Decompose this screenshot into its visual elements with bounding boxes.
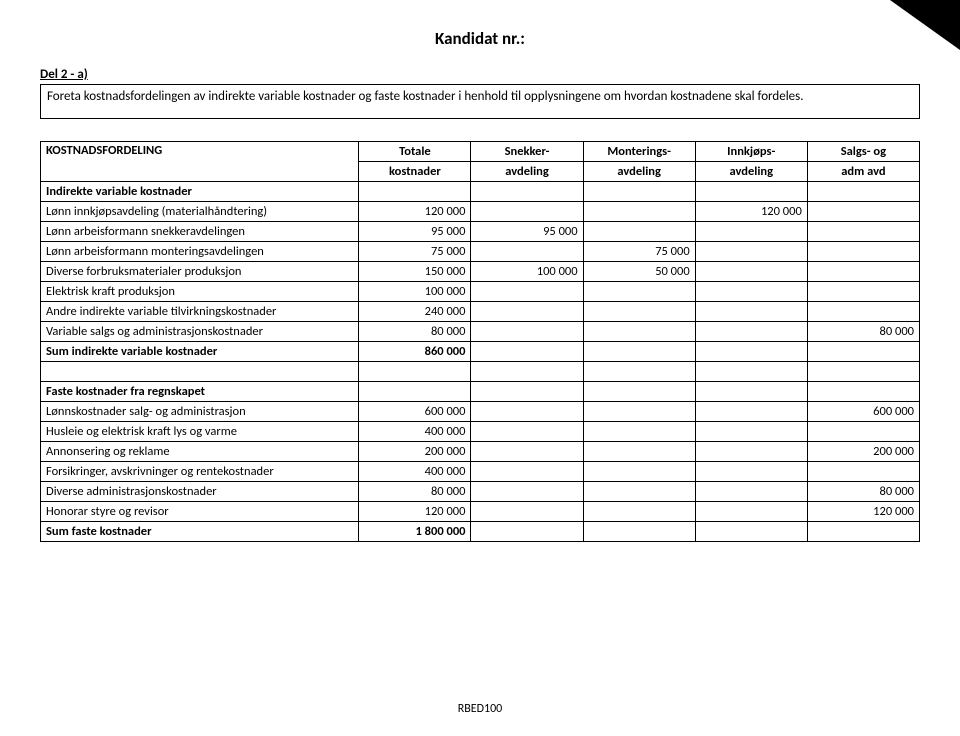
instruction-box: Foreta kostnadsfordelingen av indirekte … (40, 84, 920, 119)
col-header: Salgs- og (807, 142, 919, 162)
table-row: Forsikringer, avskrivninger og rentekost… (41, 462, 920, 482)
section-header-row: Indirekte variable kostnader (41, 182, 920, 202)
footer-code: RBED100 (40, 702, 920, 716)
cost-table: KOSTNADSFORDELING Totale Snekker- Monter… (40, 141, 920, 542)
table-row: Andre indirekte variable tilvirkningskos… (41, 302, 920, 322)
table-row: Elektrisk kraft produksjon100 000 (41, 282, 920, 302)
col-header: adm avd (807, 162, 919, 182)
table-row: Lønn arbeisformann snekkeravdelingen95 0… (41, 222, 920, 242)
table-sum-row: Sum indirekte variable kostnader860 000 (41, 342, 920, 362)
col-header: avdeling (583, 162, 695, 182)
table-row: Annonsering og reklame200 000200 000 (41, 442, 920, 462)
col-header: Snekker- (471, 142, 583, 162)
table-row: Diverse administrasjonskostnader80 00080… (41, 482, 920, 502)
col-header: avdeling (695, 162, 807, 182)
section-label: Del 2 - a) (40, 67, 920, 82)
table-title: KOSTNADSFORDELING (41, 142, 359, 182)
col-header: avdeling (471, 162, 583, 182)
col-header: kostnader (359, 162, 471, 182)
page-title: Kandidat nr.: (40, 28, 920, 49)
table-row: Husleie og elektrisk kraft lys og varme4… (41, 422, 920, 442)
table-row: Lønn innkjøpsavdeling (materialhåndterin… (41, 202, 920, 222)
table-sum-row: Sum faste kostnader1 800 000 (41, 522, 920, 542)
table-row: Honorar styre og revisor120 000120 000 (41, 502, 920, 522)
col-header: Innkjøps- (695, 142, 807, 162)
section-header-row: Faste kostnader fra regnskapet (41, 382, 920, 402)
col-header: Totale (359, 142, 471, 162)
page-corner-fold (890, 0, 960, 50)
table-row: Lønn arbeisformann monteringsavdelingen7… (41, 242, 920, 262)
table-row: Variable salgs og administrasjonskostnad… (41, 322, 920, 342)
table-blank-row (41, 362, 920, 382)
col-header: Monterings- (583, 142, 695, 162)
table-row: Diverse forbruksmaterialer produksjon150… (41, 262, 920, 282)
table-row: Lønnskostnader salg- og administrasjon60… (41, 402, 920, 422)
